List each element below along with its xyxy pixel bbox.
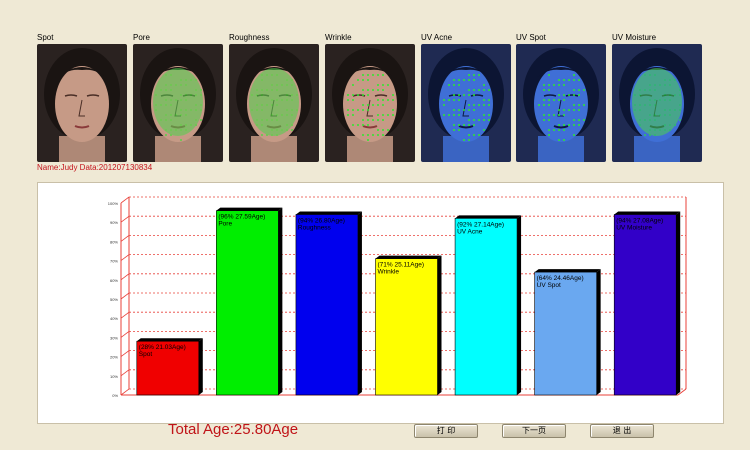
y-tick-label: 10% xyxy=(110,374,118,379)
bar-category-label: UV Acne xyxy=(457,228,483,235)
y-tick-label: 20% xyxy=(110,355,118,360)
face-image-uv-moisture[interactable] xyxy=(612,44,702,162)
face-image-pore[interactable] xyxy=(133,44,223,162)
y-tick-label: 30% xyxy=(110,335,118,340)
face-illustration xyxy=(612,44,702,162)
bar-category-label: Pore xyxy=(218,221,232,228)
y-tick-label: 80% xyxy=(110,239,118,244)
face-illustration xyxy=(37,44,127,162)
face-label-spot: Spot xyxy=(37,33,54,42)
y-tick-label: 70% xyxy=(110,259,118,264)
face-illustration xyxy=(325,44,415,162)
next-page-button[interactable]: 下一页 xyxy=(502,424,566,438)
face-label-roughness: Roughness xyxy=(229,33,270,42)
face-image-roughness[interactable] xyxy=(229,44,319,162)
bar-category-label: UV Moisture xyxy=(616,225,652,232)
patient-info: Name:Judy Data:20120713083​4 xyxy=(37,163,153,172)
face-illustration xyxy=(229,44,319,162)
y-tick-label: 90% xyxy=(110,220,118,225)
bar-uv-acne: (92% 27.14Age)UV Acne xyxy=(454,215,522,396)
face-illustration xyxy=(421,44,511,162)
bar-value-label: (92% 27.14Age) xyxy=(457,221,504,228)
bar-category-label: Wrinkle xyxy=(378,269,400,276)
face-image-spot[interactable] xyxy=(37,44,127,162)
bar-value-label: (96% 27.59Age) xyxy=(218,214,265,221)
bar-value-label: (28% 21.03Age) xyxy=(139,344,186,351)
face-image-uv-acne[interactable] xyxy=(421,44,511,162)
face-label-uv-moisture: UV Moisture xyxy=(612,33,657,42)
face-label-pore: Pore xyxy=(133,33,150,42)
face-illustration xyxy=(516,44,606,162)
face-image-uv-spot[interactable] xyxy=(516,44,606,162)
bar-spot: (28% 21.03Age)Spot xyxy=(136,338,203,396)
face-illustration xyxy=(133,44,223,162)
bar-value-label: (64% 24.46Age) xyxy=(537,275,584,282)
y-tick-label: 60% xyxy=(110,278,118,283)
bar-value-label: (94% 27.08Age) xyxy=(616,218,663,225)
total-age: Total Age:25.80Age xyxy=(168,421,299,438)
face-label-uv-acne: UV Acne xyxy=(421,33,453,42)
bar-category-label: Roughness xyxy=(298,225,332,232)
bar-value-label: (71% 25.11Age) xyxy=(378,262,425,269)
face-image-wrinkle[interactable] xyxy=(325,44,415,162)
bar-category-label: Spot xyxy=(139,351,153,358)
y-tick-label: 40% xyxy=(110,316,118,321)
print-button[interactable]: 打 印 xyxy=(414,424,478,438)
exit-button[interactable]: 退 出 xyxy=(590,424,654,438)
y-tick-label: 50% xyxy=(110,297,118,302)
y-tick-label: 0% xyxy=(112,393,118,398)
chart-panel: 0% 10% 20% 30% 40% 50% 60% 70% 80% 90% 100% (28% 21… xyxy=(37,182,724,424)
bar-value-label: (94% 26.80Age) xyxy=(298,218,345,225)
bar-category-label: UV Spot xyxy=(537,282,561,289)
bar-uv-spot: (64% 24.46Age)UV Spot xyxy=(534,269,601,396)
bar-pore: (96% 27.59Age)Pore xyxy=(216,207,283,396)
face-label-wrinkle: Wrinkle xyxy=(325,33,352,42)
y-tick-label: 100% xyxy=(108,201,119,206)
bar-uv-moisture: (94% 27.08Age)UV Moisture xyxy=(613,211,681,396)
bar-wrinkle: (71% 25.11Age)Wrinkle xyxy=(375,255,442,396)
bar-roughness: (94% 26.80Age)Roughness xyxy=(295,211,362,396)
skin-age-bar-chart: 0% 10% 20% 30% 40% 50% 60% 70% 80% 90% 100% (28% 21… xyxy=(108,196,687,398)
face-label-uv-spot: UV Spot xyxy=(516,33,546,42)
